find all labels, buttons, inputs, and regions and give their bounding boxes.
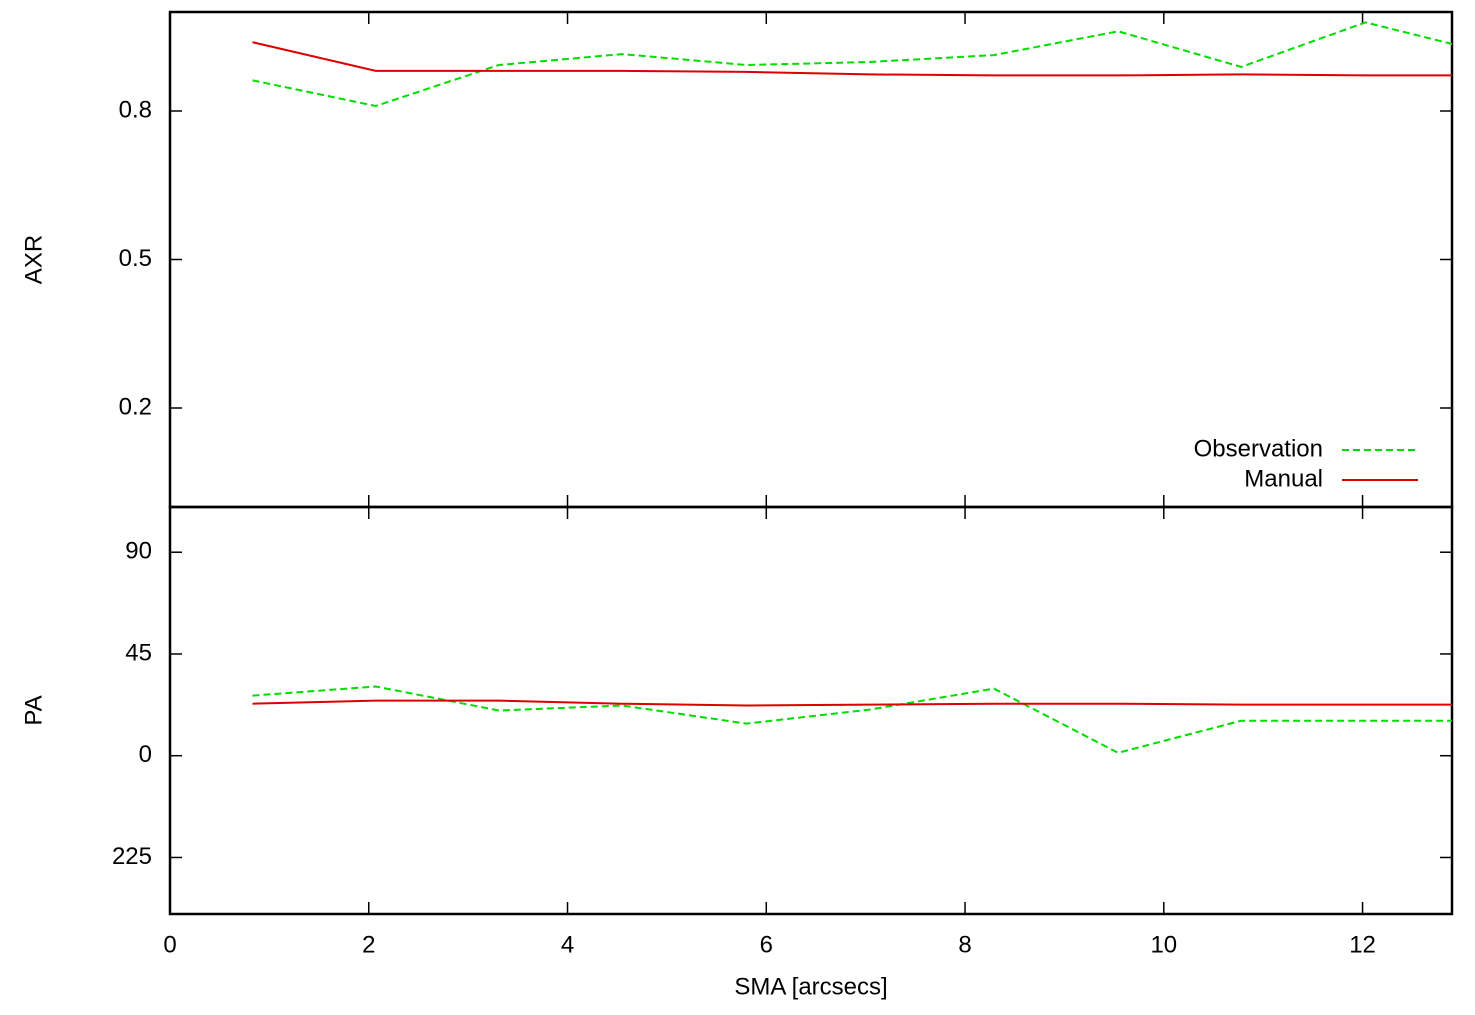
plot-area (252, 21, 1452, 108)
x-tick-label: 2 (362, 931, 375, 958)
y-tick-label: 45 (125, 639, 152, 666)
x-tick-label: 4 (561, 931, 574, 958)
plot-area (252, 685, 1452, 754)
x-tick-label: 8 (958, 931, 971, 958)
y-axis-label: AXR (20, 235, 47, 284)
x-tick-label: 12 (1349, 931, 1376, 958)
series-line (252, 41, 1452, 77)
plot-frame (168, 10, 1454, 509)
y-tick-label: 90 (125, 538, 152, 565)
x-tick-label: 0 (163, 931, 176, 958)
series-line (252, 699, 1452, 707)
x-axis-label: SMA [arcsecs] (734, 973, 887, 1000)
y-tick-label: 0.2 (119, 393, 152, 420)
y-tick-label: 225 (112, 843, 152, 870)
series-line (252, 21, 1452, 108)
x-tick-label: 10 (1150, 931, 1177, 958)
legend-label: Manual (1244, 465, 1323, 492)
plot-frame (168, 505, 1454, 916)
legend-label: Observation (1194, 435, 1323, 462)
y-tick-label: 0.5 (119, 245, 152, 272)
y-tick-label: 0.8 (119, 96, 152, 123)
x-tick-label: 6 (760, 931, 773, 958)
series-line (252, 685, 1452, 754)
y-axis-label: PA (20, 695, 47, 725)
y-tick-label: 0 (139, 741, 152, 768)
